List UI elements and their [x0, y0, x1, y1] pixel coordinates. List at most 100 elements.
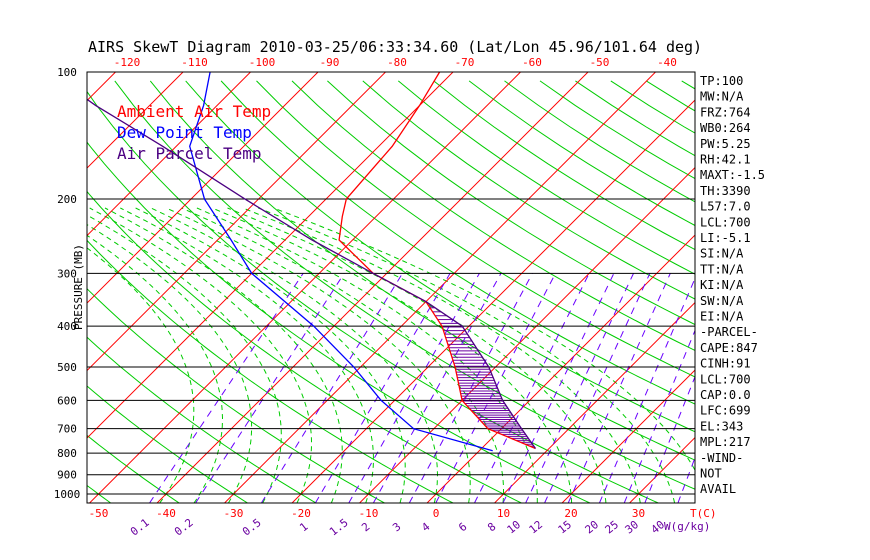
- mixing-ratio-line: [348, 273, 480, 503]
- dry-adiabat-line: [327, 80, 695, 326]
- mixing-ratio-line: [474, 273, 590, 503]
- isotherm-line: [494, 301, 695, 503]
- moist-adiabat-line: [87, 223, 253, 503]
- moist-adiabat-line: [104, 207, 343, 503]
- dry-adiabat-line: [149, 80, 695, 461]
- bottom-temp-tick-label: 10: [497, 507, 510, 520]
- bottom-temp-tick-label: -40: [156, 507, 176, 520]
- profile-line: [189, 72, 493, 452]
- top-temp-tick-label: -60: [522, 56, 542, 69]
- dry-adiabat-line: [504, 80, 695, 203]
- mixing-ratio-unit-label: W(g/kg): [664, 520, 710, 533]
- dry-adiabat-line: [823, 81, 870, 503]
- mixing-ratio-line: [195, 273, 345, 503]
- mixing-ratio-line: [314, 273, 451, 503]
- moist-adiabat-line: [258, 207, 676, 503]
- isotherm-line: [156, 72, 589, 503]
- dry-adiabat-line: [87, 90, 659, 503]
- isotherm-line: [0, 63, 57, 503]
- dry-adiabat-line: [753, 81, 870, 503]
- mixing-ratio-tick-label: 20: [583, 518, 601, 536]
- mixing-ratio-line: [260, 273, 403, 503]
- legend-entry: Dew Point Temp: [117, 123, 252, 142]
- pressure-tick-label: 600: [57, 394, 77, 407]
- moist-adiabat-line: [196, 207, 538, 503]
- isotherm-line: [87, 72, 319, 304]
- index-label: WB0:264: [700, 121, 751, 135]
- isotherm-line: [224, 72, 657, 503]
- mixing-ratio-tick-label: 0.1: [128, 516, 152, 538]
- moist-adiabat-line: [242, 207, 641, 503]
- dry-adiabat-line: [433, 80, 695, 251]
- index-label: MW:N/A: [700, 90, 744, 104]
- mixing-ratio-tick-label: 15: [556, 518, 574, 536]
- index-label: TT:N/A: [700, 262, 744, 276]
- pressure-tick-label: 300: [57, 267, 77, 280]
- mixing-ratio-line: [623, 329, 695, 503]
- dry-adiabat-line: [87, 141, 591, 503]
- index-label: EI:N/A: [700, 310, 744, 324]
- dry-adiabat-line: [87, 239, 454, 503]
- index-label: CAPE:847: [700, 341, 758, 355]
- moist-adiabat-line: [166, 207, 471, 503]
- bottom-temp-tick-label: 0: [433, 507, 440, 520]
- mixing-ratio-line: [567, 273, 671, 503]
- moist-adiabat-line: [273, 207, 695, 472]
- mixing-ratio-line: [644, 375, 695, 503]
- skewt-grid: [0, 63, 870, 503]
- dry-adiabat-line: [87, 385, 248, 503]
- mixing-ratio-tick-label: 10: [505, 518, 523, 536]
- index-label: MPL:217: [700, 435, 751, 449]
- dry-adiabat-line: [87, 484, 111, 503]
- skewt-data: [87, 72, 537, 452]
- isotherm-line: [765, 63, 870, 503]
- pressure-tick-label: 900: [57, 469, 77, 482]
- top-temp-tick-label: -120: [114, 56, 141, 69]
- isotherm-line: [426, 234, 695, 503]
- legend: Ambient Air Temp Dew Point Temp Air Parcel…: [117, 102, 271, 163]
- mixing-ratio-line: [372, 273, 502, 503]
- mixing-ratio-tick-label: 6: [456, 520, 469, 534]
- index-label: AVAIL: [700, 482, 736, 496]
- mixing-ratio-tick-label: 4: [419, 520, 433, 535]
- dry-adiabat-line: [0, 81, 42, 503]
- index-label: -WIND-: [700, 451, 743, 465]
- mixing-ratio-tick-label: 12: [527, 518, 545, 536]
- moist-adiabat-line: [87, 247, 195, 503]
- dry-adiabat-line: [397, 80, 695, 275]
- bottom-temp-tick-label: -50: [89, 507, 109, 520]
- index-label: TH:3390: [700, 184, 751, 198]
- index-label: SW:N/A: [700, 294, 744, 308]
- mixing-ratio-tick-label: 3: [390, 520, 403, 534]
- dry-adiabat-line: [291, 80, 695, 351]
- index-label: SI:N/A: [700, 247, 744, 261]
- index-label: LFC:699: [700, 404, 751, 418]
- index-label: -PARCEL-: [700, 325, 758, 339]
- mixing-ratio-line: [525, 273, 634, 503]
- dry-adiabat-line: [220, 80, 695, 405]
- mixing-ratio-tick-label: 2: [359, 520, 372, 534]
- index-label: LCL:700: [700, 372, 751, 386]
- mixing-ratio-line: [502, 273, 615, 503]
- isotherm-line: [87, 72, 252, 237]
- pressure-tick-label: 400: [57, 320, 77, 333]
- top-temp-tick-label: -100: [249, 56, 276, 69]
- legend-entry: Air Parcel Temp: [117, 144, 262, 163]
- isotherm-line: [89, 72, 522, 503]
- dry-adiabat-line: [87, 434, 180, 503]
- isotherm-line: [291, 99, 695, 503]
- pressure-tick-label: 800: [57, 447, 77, 460]
- top-temp-tick-label: -80: [387, 56, 407, 69]
- bottom-temp-tick-label: 20: [564, 507, 577, 520]
- mixing-ratio-line: [598, 277, 695, 503]
- moist-adiabat-line: [87, 214, 282, 503]
- moist-adiabat-line: [120, 207, 374, 503]
- dry-adiabat-line: [87, 190, 522, 503]
- moist-adiabat-line: [150, 207, 439, 503]
- pressure-tick-label: 100: [57, 66, 77, 79]
- dry-adiabat-line: [87, 288, 385, 503]
- skewt-axes: 1002003004005006007008009001000PRESSURE …: [54, 56, 717, 538]
- mixing-ratio-line: [149, 273, 304, 503]
